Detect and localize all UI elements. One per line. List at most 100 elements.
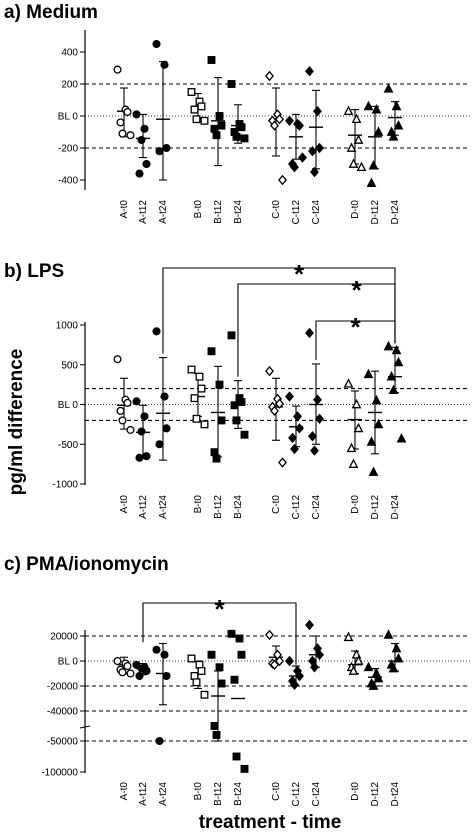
y-tick-label: 400	[61, 48, 78, 59]
data-point	[160, 392, 169, 401]
x-tick-label: B-t24	[233, 782, 244, 806]
data-point	[348, 158, 359, 168]
data-point	[217, 121, 226, 130]
data-point	[285, 391, 294, 402]
group-A-t0	[113, 65, 135, 140]
data-point	[265, 70, 274, 82]
data-point	[207, 347, 216, 356]
data-point	[305, 327, 314, 339]
group-A-t24	[152, 642, 171, 746]
data-point	[240, 764, 249, 773]
data-point	[210, 722, 219, 730]
x-tick-label: B-t12	[213, 782, 224, 806]
data-point	[152, 39, 161, 49]
data-point	[388, 384, 399, 395]
group-C-t12	[285, 391, 304, 455]
data-point	[278, 457, 287, 468]
y-tick-label: -500	[58, 440, 78, 451]
data-point	[192, 414, 201, 423]
data-point	[210, 448, 219, 457]
data-point	[305, 66, 314, 77]
x-tick-label: A-t12	[138, 782, 149, 806]
data-point	[187, 88, 196, 96]
data-point	[373, 418, 384, 429]
data-point	[348, 665, 359, 675]
data-point	[315, 413, 324, 425]
group-C-t24	[305, 66, 324, 178]
x-tick-label: A-t24	[158, 495, 169, 519]
data-point	[162, 671, 171, 681]
data-point	[190, 105, 199, 114]
data-point	[190, 394, 199, 403]
group-B-t12	[207, 56, 226, 167]
data-point	[135, 169, 144, 178]
y-tick-label: -20000	[47, 682, 79, 693]
data-point	[290, 162, 299, 173]
panel-b-plot: 1000 500 BL 0 -500 -1000 A-t0 A-t12 A-t24 B-t0 B-…	[52, 259, 470, 519]
data-point	[348, 458, 359, 468]
data-point	[113, 355, 122, 364]
data-point	[160, 60, 169, 69]
panel-b-title: b) LPS	[4, 261, 64, 282]
x-tick-label: C-t24	[311, 200, 322, 225]
data-point	[142, 452, 151, 461]
y-tick-label: 1000	[56, 321, 79, 332]
significance-star: *	[350, 312, 361, 342]
x-tick-label: D-t12	[370, 495, 381, 520]
group-D-t0	[343, 105, 367, 172]
data-point	[293, 411, 302, 422]
data-point	[230, 675, 239, 684]
y-tick-label: -50000	[47, 737, 79, 748]
y-tick-label: 20000	[50, 632, 78, 643]
data-point	[142, 159, 151, 169]
data-point	[388, 662, 399, 673]
group-D-t12	[363, 368, 384, 476]
data-point	[227, 331, 236, 340]
data-point	[155, 736, 164, 746]
data-point	[152, 327, 161, 336]
x-tick-label: B-t0	[193, 495, 204, 514]
group-C-t0	[265, 365, 287, 468]
data-point	[160, 650, 169, 659]
data-point	[162, 424, 171, 433]
data-point	[366, 177, 377, 188]
data-point	[126, 131, 135, 140]
significance-bracket	[315, 320, 396, 360]
y-tick-label: -100000	[41, 768, 78, 779]
data-point	[140, 124, 149, 133]
group-C-t0	[265, 629, 284, 670]
data-point	[118, 416, 127, 425]
data-point	[212, 731, 221, 739]
x-tick-label: A-t0	[119, 495, 130, 514]
axis-break-mark	[79, 725, 91, 729]
y-tick-label: -400	[58, 176, 78, 187]
data-point	[212, 454, 221, 463]
x-axis-label: treatment - time	[199, 812, 342, 833]
data-point	[295, 670, 304, 682]
data-point	[162, 143, 171, 153]
group-A-t24	[152, 39, 171, 181]
group-C-t24	[305, 327, 324, 456]
group-B-t0	[187, 654, 209, 699]
data-point	[295, 120, 304, 131]
group-B-t24	[227, 331, 249, 439]
group-B-t24	[227, 80, 249, 144]
data-point	[285, 115, 294, 126]
data-point	[187, 654, 196, 663]
x-tick-label: C-t0	[271, 495, 282, 514]
significance-bracket	[142, 602, 297, 665]
data-point	[197, 384, 206, 393]
group-A-t12	[132, 110, 151, 178]
group-C-t12	[285, 655, 304, 690]
x-tick-label: A-t12	[138, 200, 149, 224]
data-point	[383, 340, 394, 351]
x-tick-label: D-t24	[390, 495, 401, 520]
group-C-t0	[265, 70, 287, 186]
data-point	[123, 398, 132, 407]
data-point	[123, 661, 132, 671]
y-tick-label: -1000	[52, 480, 78, 491]
data-point	[132, 397, 141, 406]
y-tick-label: BL 0	[58, 657, 79, 668]
data-point	[373, 126, 384, 136]
data-point	[391, 344, 402, 355]
